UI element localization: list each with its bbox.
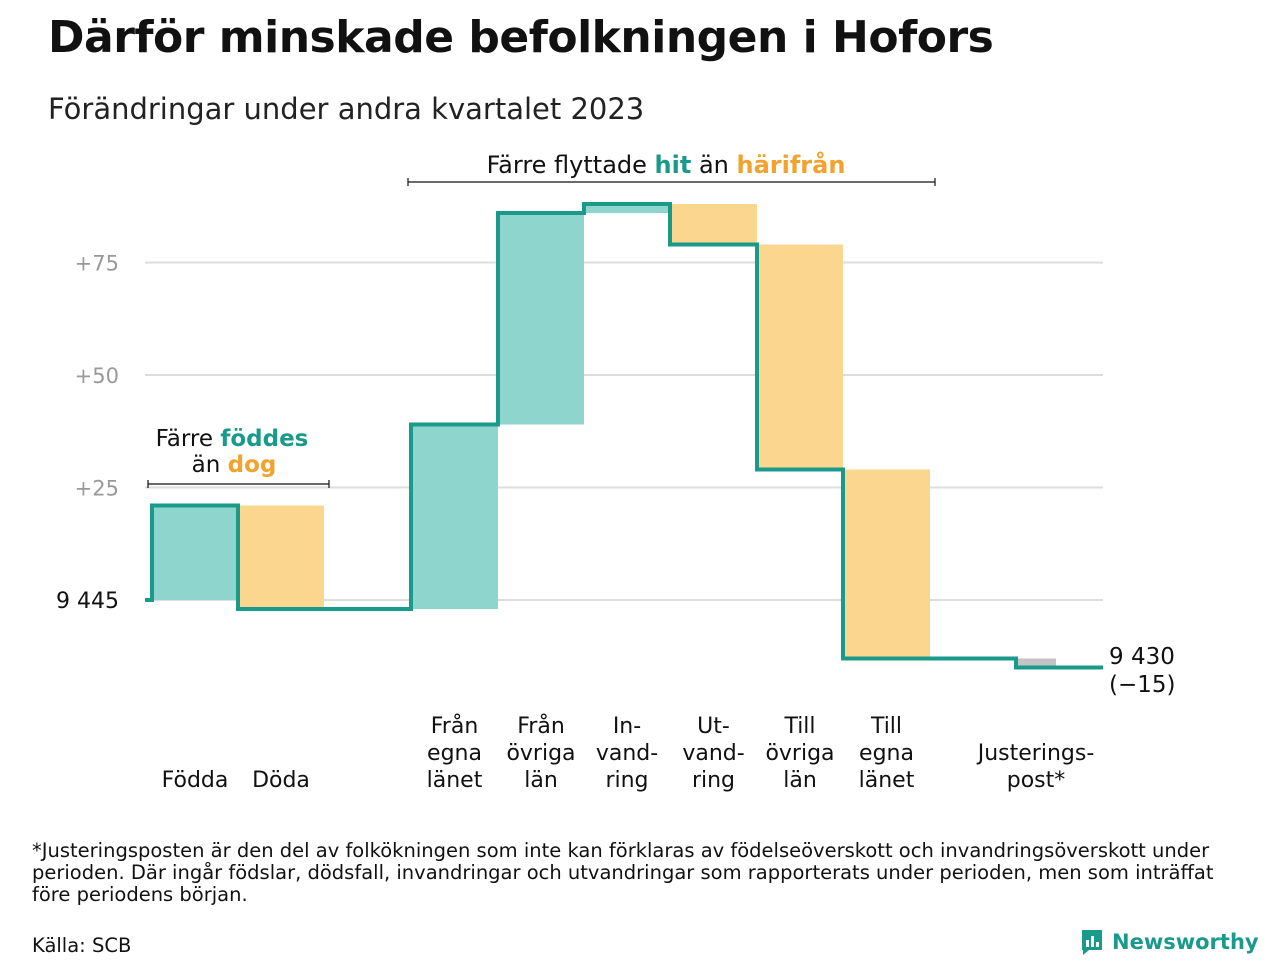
- source-label: Källa: SCB: [32, 934, 132, 957]
- y-tick-label: +25: [75, 477, 119, 501]
- logo-text: Newsworthy: [1112, 930, 1259, 954]
- births-annotation-line1: Färre föddes: [156, 426, 309, 452]
- births-bracket: [147, 480, 330, 488]
- end-change-label: (−15): [1109, 672, 1175, 698]
- category-label: Från: [517, 713, 565, 739]
- footnote: *Justeringsposten är den del av folkökni…: [32, 839, 1214, 906]
- waterfall-bar: [843, 469, 930, 659]
- category-label: län: [524, 768, 558, 793]
- end-value-label: 9 430: [1109, 644, 1175, 670]
- category-label: övriga: [765, 741, 834, 766]
- y-tick-label: +75: [75, 252, 119, 276]
- waterfall-bar: [1016, 658, 1056, 668]
- moves-annotation: Färre flyttade hit än härifrån: [487, 150, 846, 179]
- category-label: övriga: [506, 741, 575, 766]
- chart-title: Därför minskade befolkningen i Hofors: [48, 12, 994, 63]
- category-label: Ut-: [697, 714, 730, 739]
- category-label: ring: [605, 768, 648, 793]
- category-label: Justerings-: [976, 741, 1095, 766]
- births-annotation-line2: än dog: [192, 452, 277, 478]
- category-label: egna: [859, 741, 914, 766]
- category-label: Döda: [252, 768, 310, 793]
- waterfall-bar: [757, 244, 843, 470]
- waterfall-bar: [411, 424, 498, 609]
- category-label: In-: [613, 714, 641, 739]
- bars: [152, 204, 1056, 668]
- step-line-layer: [145, 202, 1103, 670]
- waterfall-bar: [584, 204, 670, 213]
- moves-bracket: [407, 178, 936, 186]
- category-label: ring: [692, 768, 735, 793]
- category-label: länet: [859, 768, 915, 793]
- waterfall-bar: [238, 505, 324, 609]
- category-label: vand-: [682, 741, 744, 766]
- category-label: post*: [1007, 768, 1066, 793]
- category-label: län: [783, 768, 817, 793]
- chart-subtitle: Förändringar under andra kvartalet 2023: [48, 92, 645, 126]
- category-label: Till: [783, 714, 815, 739]
- y-tick-label: +50: [75, 364, 119, 388]
- start-value-label: 9 445: [56, 589, 119, 614]
- waterfall-bar: [498, 213, 584, 425]
- step-line: [145, 202, 1103, 670]
- category-label: egna: [427, 741, 482, 766]
- category-label: vand-: [596, 741, 658, 766]
- newsworthy-icon: [1082, 930, 1102, 955]
- newsworthy-logo: Newsworthy: [1080, 928, 1259, 956]
- category-label: länet: [427, 768, 483, 793]
- waterfall-bar: [152, 505, 238, 600]
- category-label: Från: [431, 713, 479, 739]
- category-label: Födda: [162, 768, 229, 793]
- category-label: Till: [870, 714, 902, 739]
- waterfall-bar: [670, 204, 757, 245]
